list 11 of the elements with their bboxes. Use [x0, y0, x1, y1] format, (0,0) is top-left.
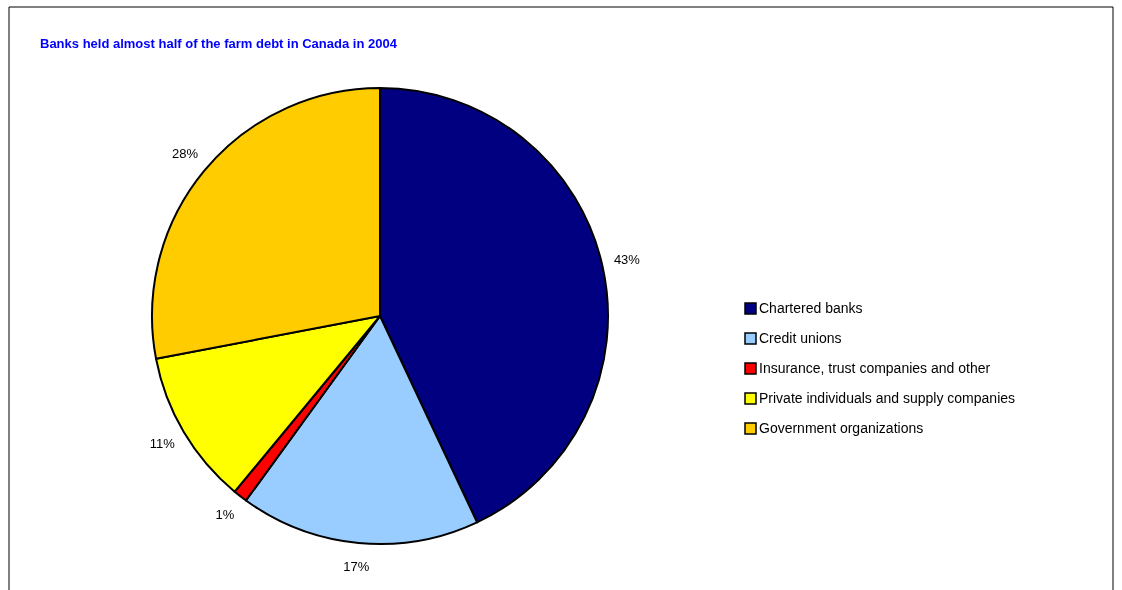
legend-label: Government organizations — [759, 420, 924, 436]
legend-label: Insurance, trust companies and other — [759, 360, 991, 376]
legend-label: Credit unions — [759, 330, 842, 346]
data-label: 28% — [172, 146, 199, 162]
data-label: 11% — [149, 436, 176, 452]
legend-label: Private individuals and supply companies — [759, 390, 1016, 406]
data-label: 17% — [343, 559, 370, 575]
data-label: 43% — [613, 252, 641, 268]
data-label: 1% — [215, 507, 235, 523]
chart-title: Banks held almost half of the farm debt in Canada in 2004 — [40, 36, 398, 51]
legend-label: Chartered banks — [759, 300, 863, 316]
